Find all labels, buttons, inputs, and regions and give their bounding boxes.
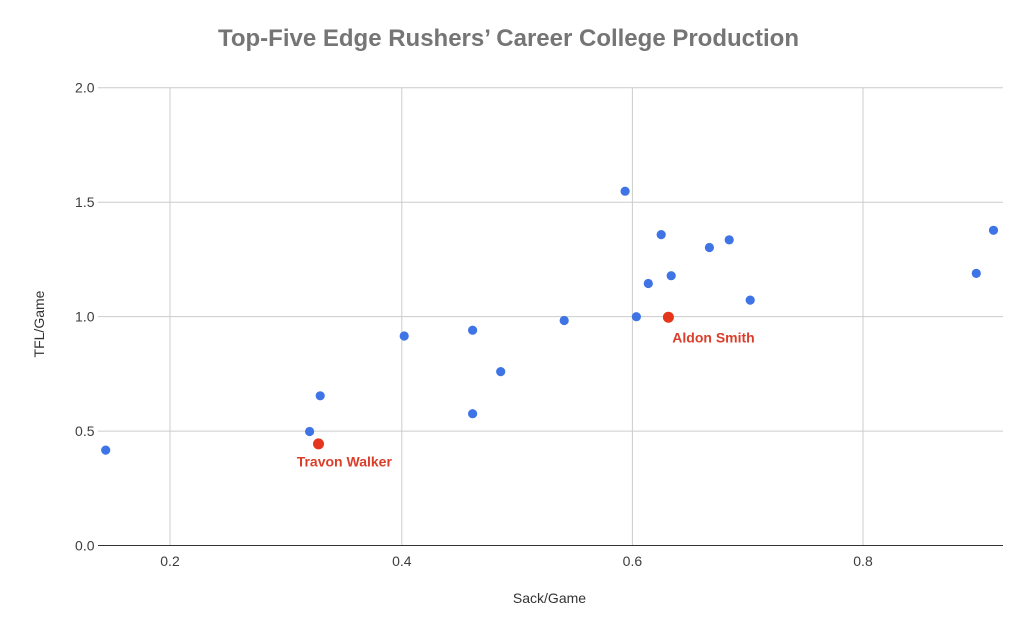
svg-text:1.0: 1.0 bbox=[75, 309, 95, 325]
svg-text:Top-Five Edge Rushers’ Career: Top-Five Edge Rushers’ Career College Pr… bbox=[218, 25, 799, 52]
svg-text:TFL/Game: TFL/Game bbox=[31, 290, 47, 357]
svg-text:0.4: 0.4 bbox=[392, 553, 412, 569]
svg-text:0.0: 0.0 bbox=[75, 538, 95, 554]
svg-text:0.6: 0.6 bbox=[623, 553, 643, 569]
svg-text:Travon Walker: Travon Walker bbox=[297, 453, 393, 469]
svg-text:0.8: 0.8 bbox=[853, 553, 873, 569]
svg-text:Aldon Smith: Aldon Smith bbox=[672, 329, 754, 345]
svg-text:0.5: 0.5 bbox=[75, 423, 95, 439]
svg-text:Sack/Game: Sack/Game bbox=[513, 590, 586, 606]
svg-text:0.2: 0.2 bbox=[160, 553, 180, 569]
svg-text:1.5: 1.5 bbox=[75, 194, 95, 210]
svg-text:2.0: 2.0 bbox=[75, 80, 95, 96]
